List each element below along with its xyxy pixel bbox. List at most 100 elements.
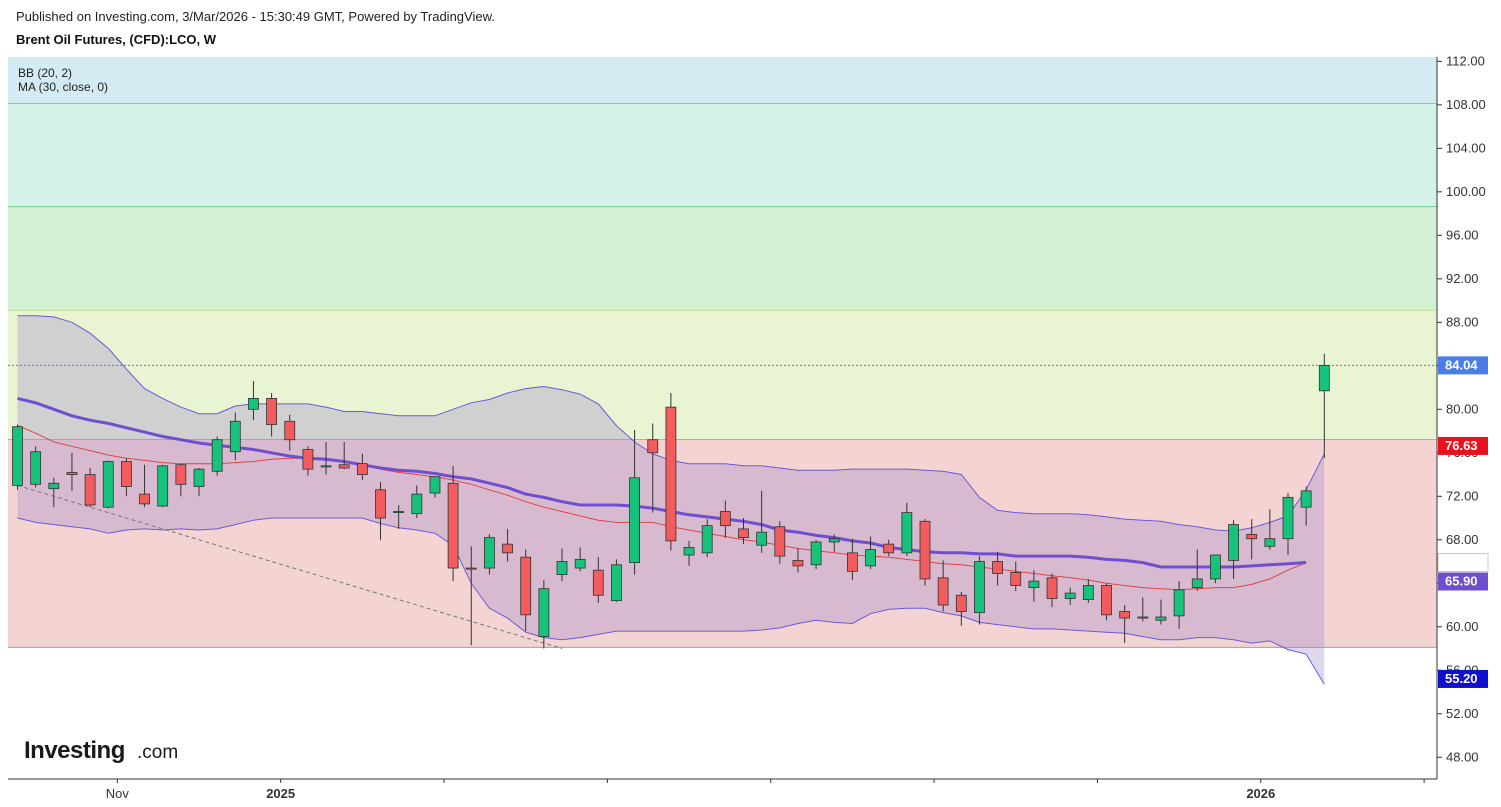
x-tick-label: 2025 — [266, 786, 295, 801]
legend: BB (20, 2) MA (30, close, 0) — [18, 66, 108, 94]
candle-body — [847, 552, 858, 572]
y-tick-label: 60.00 — [1446, 619, 1479, 634]
candle-body — [375, 489, 386, 519]
candle-body — [647, 439, 659, 454]
published-caption: Published on Investing.com, 3/Mar/2026 -… — [16, 9, 495, 24]
candle-body — [683, 546, 695, 556]
logo-text: Investing — [24, 737, 125, 764]
logo-sub-text: .com — [137, 742, 178, 763]
candle-body — [1318, 364, 1330, 392]
y-tick-label: 92.00 — [1446, 271, 1479, 286]
candle-body — [865, 549, 876, 567]
candle-body — [1300, 490, 1312, 508]
candle-body — [1101, 585, 1112, 616]
candle-body — [1173, 589, 1185, 617]
candle-body — [502, 543, 513, 554]
trend-lines — [8, 364, 1437, 649]
candle-body — [356, 463, 368, 475]
price-badge-last — [1438, 356, 1488, 375]
candle-body — [592, 569, 604, 596]
candle-body — [320, 465, 332, 468]
candle-body — [955, 594, 967, 612]
price-badge-label: 76.63 — [1445, 438, 1478, 453]
y-tick-label: 108.00 — [1446, 97, 1486, 112]
candle-body — [1228, 524, 1239, 561]
candle-body — [1282, 496, 1294, 540]
legend-ma: MA (30, close, 0) — [18, 80, 108, 94]
trendline — [17, 484, 563, 649]
x-tick-label: Nov — [106, 786, 130, 801]
y-tick-label: 80.00 — [1446, 401, 1479, 416]
candle-body — [538, 588, 550, 637]
zone-2 — [8, 207, 1437, 311]
candle-body — [302, 449, 314, 470]
y-tick-label: 68.00 — [1446, 532, 1479, 547]
zone-1 — [8, 103, 1437, 208]
candle-body — [1155, 616, 1167, 621]
candle-body — [883, 543, 895, 554]
candle-body — [901, 512, 913, 554]
candle-body — [30, 451, 42, 485]
candle-body — [393, 511, 405, 513]
candle-body — [574, 558, 586, 569]
candle-body — [284, 420, 296, 441]
price-badge-lower — [1438, 669, 1488, 688]
y-tick-label: 52.00 — [1446, 706, 1479, 721]
candle-body — [211, 439, 223, 472]
candle-body — [157, 465, 169, 507]
candle-body — [756, 531, 768, 546]
candle-body — [1046, 577, 1058, 599]
candle-body — [102, 461, 114, 508]
candle-body — [66, 471, 78, 475]
chart-title: Brent Oil Futures, (CFD):LCO, W — [16, 32, 217, 47]
candle-body — [665, 406, 677, 542]
candle-body — [193, 468, 205, 487]
candle-body — [792, 560, 804, 567]
zone-0 — [8, 57, 1437, 104]
candle-body — [429, 476, 441, 494]
price-badge-mid — [1438, 572, 1488, 591]
candle-body — [121, 461, 132, 487]
candle-body — [1064, 592, 1076, 599]
bb-lower-line — [17, 517, 1325, 685]
candle-body — [1264, 538, 1276, 547]
candle-body — [84, 474, 96, 506]
candle-body — [1028, 580, 1040, 589]
candle-body — [1210, 554, 1221, 580]
candle-body — [1010, 572, 1022, 586]
ma30-line — [17, 425, 1307, 591]
legend-bb: BB (20, 2) — [18, 66, 72, 80]
candle-body — [229, 420, 241, 453]
candle-body — [1137, 616, 1149, 619]
investing-logo: Investing .com — [24, 737, 178, 764]
candle-body — [719, 511, 731, 527]
candle-body — [175, 464, 187, 485]
x-tick-label: 2026 — [1246, 786, 1275, 801]
candle-body — [556, 561, 568, 575]
zone-4 — [8, 439, 1437, 648]
candle-body — [1246, 533, 1258, 540]
y-tick-label: 104.00 — [1446, 140, 1486, 155]
candle-body — [483, 537, 495, 569]
candle-body — [139, 493, 150, 505]
candle-body — [1082, 585, 1094, 600]
candle-body — [629, 477, 640, 564]
price-badges: 84.04 76.63 65.91 65.90 55.20 — [1437, 356, 1489, 688]
candle-body — [701, 525, 713, 554]
candle-body — [465, 567, 477, 570]
candles — [12, 353, 1330, 649]
candle-body — [919, 520, 931, 580]
zone-3 — [8, 310, 1437, 440]
candle-body — [738, 528, 749, 539]
price-badge-label: 65.90 — [1445, 574, 1478, 589]
price-badge-label: 55.20 — [1445, 671, 1478, 686]
candle-body — [411, 493, 423, 515]
candle-body — [12, 426, 23, 486]
price-badge-ma-white — [1437, 553, 1489, 573]
candle-body — [266, 398, 278, 425]
price-badge-label: 84.04 — [1445, 357, 1478, 372]
candle-body — [810, 541, 822, 566]
candle-body — [520, 556, 532, 616]
price-badge-label: 65.91 — [1445, 555, 1478, 570]
